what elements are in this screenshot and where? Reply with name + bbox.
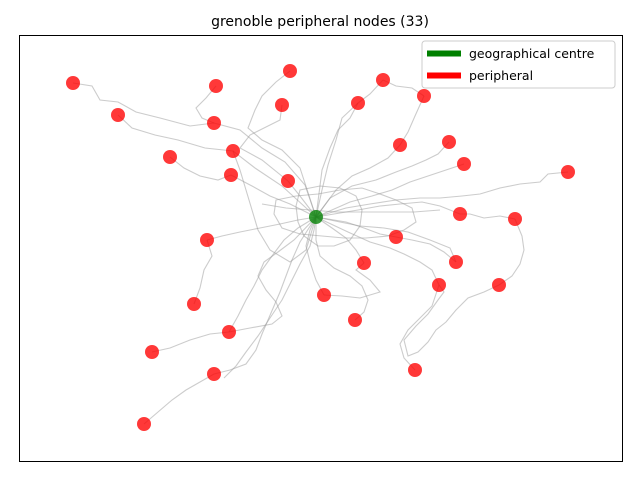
peripheral-node-19 [508,212,522,226]
peripheral-node-12 [226,144,240,158]
peripheral-node-4 [283,64,297,78]
legend-label-centre: geographical centre [469,46,595,61]
peripheral-node-7 [275,98,289,112]
peripheral-node-13 [163,150,177,164]
peripheral-node-33 [137,417,151,431]
peripheral-node-2 [111,108,125,122]
legend-box [421,40,616,89]
peripheral-node-6 [417,89,431,103]
peripheral-node-10 [442,135,456,149]
peripheral-node-21 [200,233,214,247]
peripheral-node-31 [408,363,422,377]
legend: geographical centre peripheral [421,40,616,89]
centre-point-group [309,210,323,224]
peripheral-node-17 [281,174,295,188]
peripheral-node-27 [187,297,201,311]
peripheral-node-9 [207,116,221,130]
peripheral-node-16 [224,168,238,182]
peripheral-node-25 [492,278,506,292]
peripheral-node-24 [432,278,446,292]
peripheral-node-3 [209,79,223,93]
peripheral-points [66,64,575,431]
peripheral-node-8 [351,96,365,110]
peripheral-node-18 [453,207,467,221]
peripheral-node-5 [376,73,390,87]
peripheral-node-20 [389,230,403,244]
street-network [72,70,569,425]
legend-label-peripheral: peripheral [469,68,533,83]
peripheral-node-15 [561,165,575,179]
peripheral-node-14 [457,157,471,171]
peripheral-node-28 [348,313,362,327]
peripheral-node-26 [317,288,331,302]
geographical-centre-node [309,210,323,224]
peripheral-node-32 [207,367,221,381]
peripheral-node-30 [145,345,159,359]
peripheral-node-29 [222,325,236,339]
peripheral-node-1 [66,76,80,90]
chart-title: grenoble peripheral nodes (33) [211,14,429,30]
peripheral-node-22 [357,256,371,270]
peripheral-node-23 [449,255,463,269]
axes-frame [19,35,623,462]
peripheral-node-11 [393,138,407,152]
